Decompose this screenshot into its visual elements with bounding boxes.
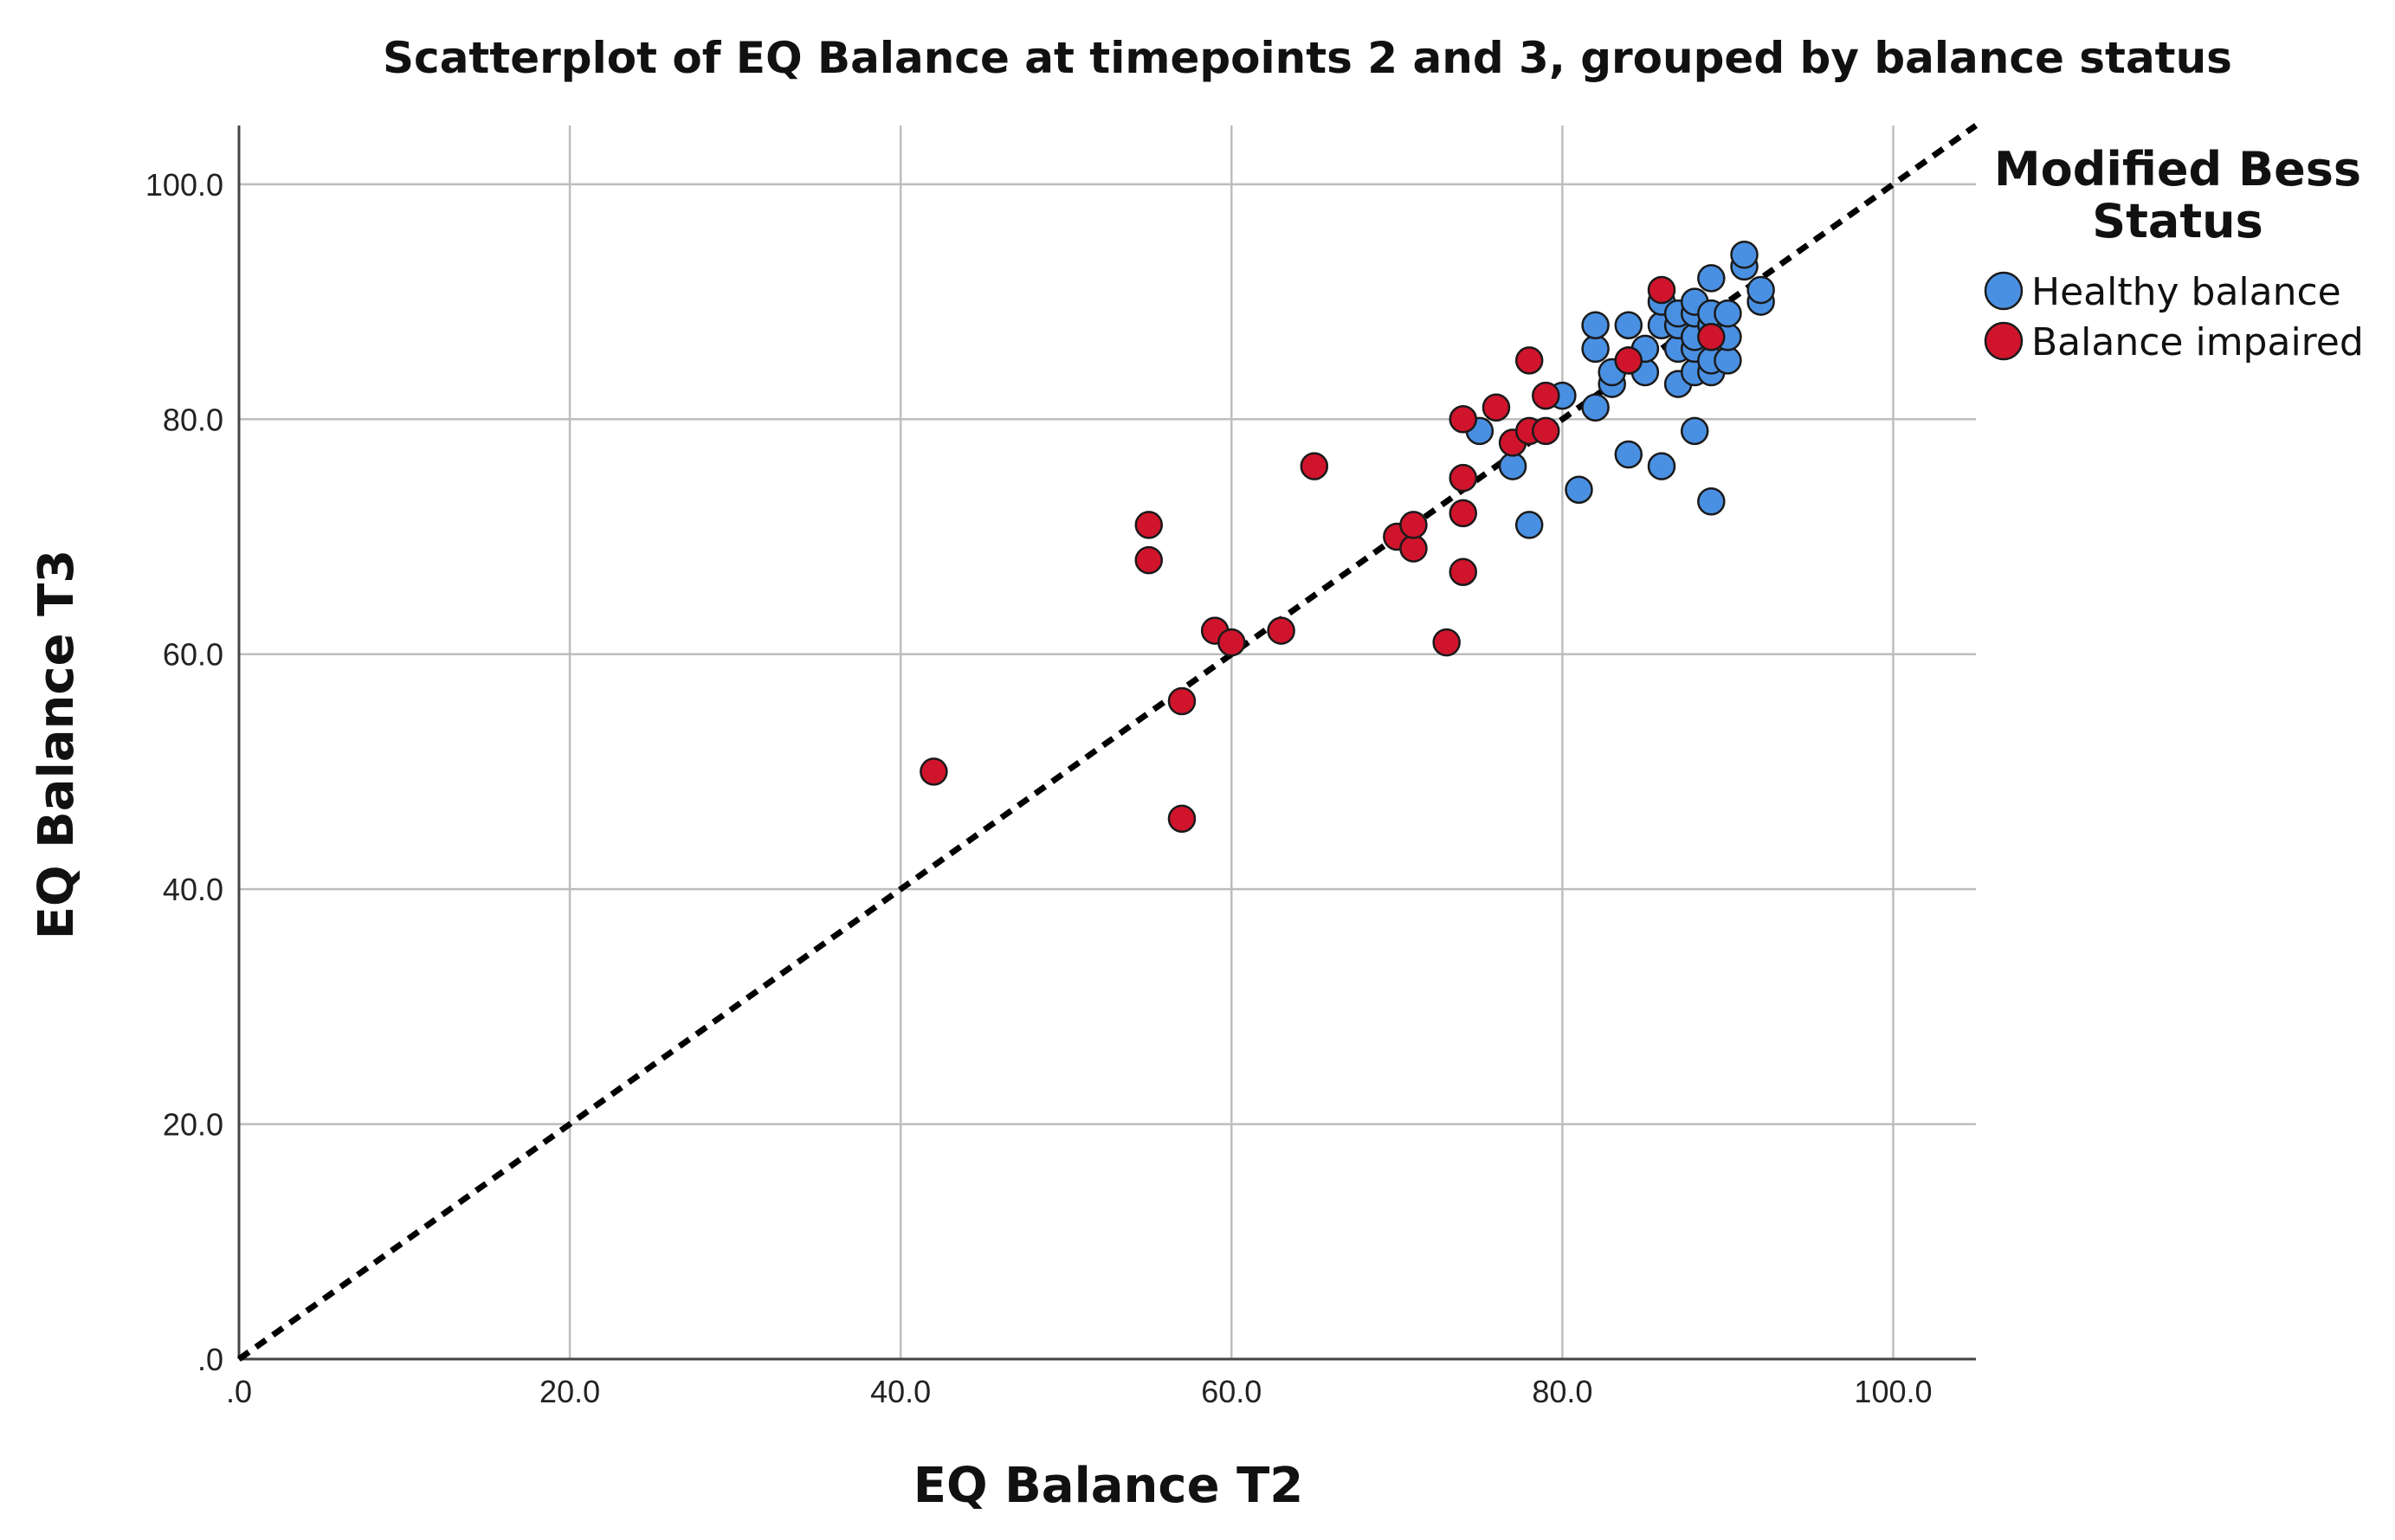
y-tick-label: 100.0 [145,167,223,203]
data-point [1514,346,1544,375]
data-point [1134,545,1164,575]
legend-label-healthy: Healthy balance [2031,270,2341,314]
data-point [1432,628,1461,657]
y-tick-labels: .0 20.0 40.0 60.0 80.0 100.0 [145,167,223,1377]
data-point [1647,275,1676,305]
grid-lines [239,126,1976,1359]
series-balance-impaired [920,275,1726,833]
legend-title-line-2: Status [2092,194,2263,248]
x-tick-label: 80.0 [1532,1374,1592,1409]
data-point [1482,393,1511,422]
series-healthy-balance [1465,241,1775,539]
data-point [1449,463,1478,493]
x-tick-label: 100.0 [1854,1374,1932,1409]
legend-label-impaired: Balance impaired [2031,320,2364,364]
y-tick-label: 20.0 [163,1107,223,1143]
data-point [1300,452,1329,480]
data-point [1449,499,1478,528]
data-point [1514,511,1544,539]
data-point [1449,557,1478,586]
data-point [1614,440,1643,469]
data-point [1714,299,1742,328]
legend-swatch-impaired [1984,321,2024,361]
data-point [1267,616,1295,645]
x-tick-label: 20.0 [539,1374,600,1409]
y-tick-label: 80.0 [163,402,223,437]
data-point [1449,405,1478,434]
data-point [1532,416,1560,446]
data-point [1399,534,1428,563]
data-point [1399,511,1428,539]
y-tick-label: 60.0 [163,637,223,673]
data-point [1730,241,1759,269]
data-point [1217,628,1246,657]
data-point [1714,346,1742,375]
legend-swatch-healthy [1984,271,2024,311]
x-tick-label: 40.0 [870,1374,931,1409]
data-point [1581,311,1610,339]
data-point [1697,264,1726,293]
data-point [1697,323,1726,351]
data-point [1614,346,1643,375]
data-point [1680,416,1709,446]
chart-title: Scatterplot of EQ Balance at timepoints … [383,33,2232,83]
legend-title-line-1: Modified Bess [1994,142,2361,197]
legend: Modified Bess Status Healthy balance Bal… [1984,142,2364,364]
data-point [1581,393,1610,422]
data-point [1134,511,1164,539]
data-point [1565,475,1593,504]
data-point [1167,686,1197,716]
data-point [1498,452,1527,480]
x-axis-label: EQ Balance T2 [913,1458,1304,1514]
x-tick-labels: .0 20.0 40.0 60.0 80.0 100.0 [226,1374,1933,1409]
data-point [1167,804,1197,833]
y-axis-label: EQ Balance T3 [29,550,85,940]
y-tick-label: 40.0 [163,872,223,907]
data-point [1647,452,1676,480]
data-points [920,241,1775,833]
data-point [1614,311,1643,339]
data-point [920,757,948,786]
data-point [1581,334,1610,364]
data-point [1697,487,1726,516]
data-point [1532,381,1560,410]
x-tick-label: 60.0 [1201,1374,1262,1409]
x-tick-label: .0 [226,1374,252,1409]
y-tick-label: .0 [197,1342,223,1377]
data-point [1746,275,1775,305]
